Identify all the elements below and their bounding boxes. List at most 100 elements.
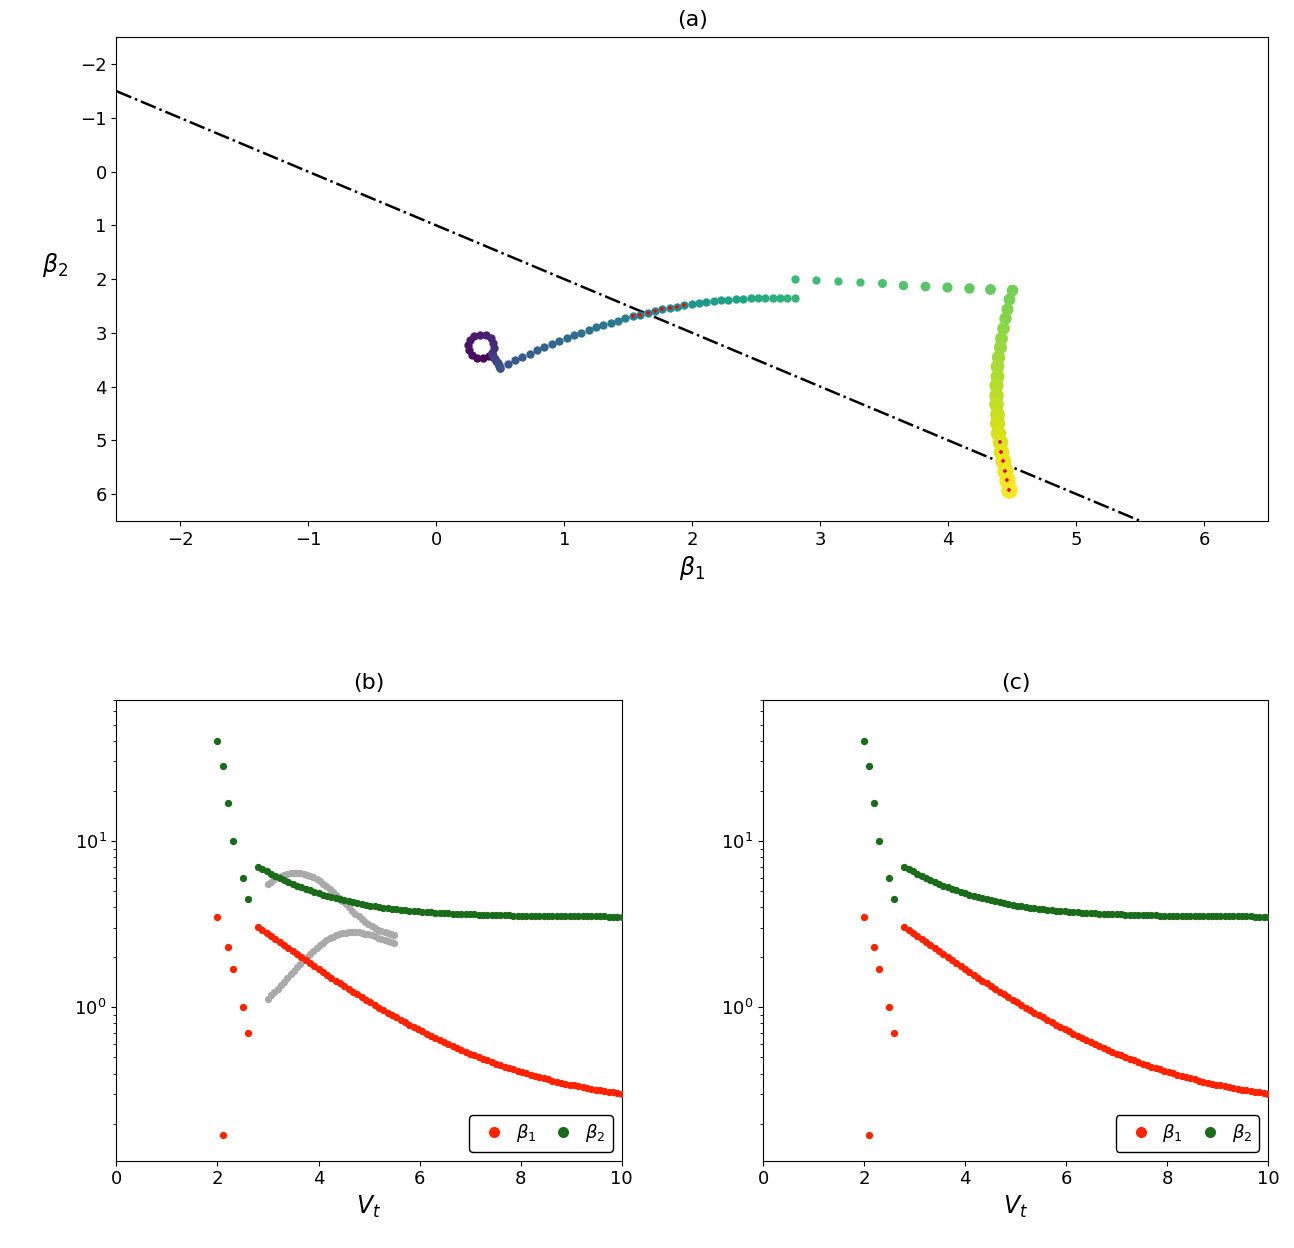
Point: [485, 349, 506, 369]
Point: [999, 290, 1020, 310]
Point: [290, 953, 311, 973]
Point: [1011, 995, 1031, 1015]
Point: [524, 906, 545, 926]
Point: [347, 985, 367, 1005]
Point: [404, 901, 424, 921]
Point: [1258, 1083, 1278, 1103]
Point: [487, 352, 507, 372]
Point: [291, 877, 312, 897]
Point: [291, 947, 312, 967]
Point: [273, 870, 294, 890]
Point: [233, 867, 254, 887]
Point: [303, 941, 324, 961]
Point: [320, 879, 340, 899]
Point: [207, 907, 228, 927]
Point: [237, 1023, 258, 1043]
Point: [666, 297, 687, 317]
Point: [1024, 899, 1044, 919]
Point: [1249, 906, 1269, 926]
Point: [378, 899, 399, 919]
Point: [659, 298, 679, 318]
Point: [300, 943, 321, 963]
Legend: $\beta_1$, $\beta_2$: $\beta_1$, $\beta_2$: [1115, 1116, 1259, 1152]
Point: [1206, 906, 1227, 926]
Point: [1223, 1078, 1244, 1098]
Point: [408, 901, 428, 921]
Point: [339, 978, 360, 998]
Y-axis label: $\beta_2$: $\beta_2$: [43, 251, 69, 280]
Point: [987, 413, 1008, 433]
Point: [452, 904, 472, 924]
Point: [992, 452, 1013, 472]
Point: [972, 889, 992, 909]
Point: [343, 982, 364, 1002]
Point: [1046, 901, 1066, 921]
Point: [950, 882, 970, 902]
Point: [1236, 906, 1256, 926]
Point: [546, 906, 567, 926]
Point: [903, 861, 924, 881]
Point: [1071, 1028, 1092, 1048]
Point: [339, 891, 360, 911]
Point: [1071, 902, 1092, 922]
Point: [884, 1023, 905, 1043]
Point: [308, 960, 329, 980]
Point: [408, 1020, 428, 1040]
Point: [326, 885, 347, 905]
Point: [421, 1026, 441, 1046]
Point: [300, 866, 321, 886]
Point: [1254, 1083, 1275, 1103]
Point: [371, 921, 392, 941]
Point: [950, 956, 970, 976]
Point: [467, 348, 488, 368]
Point: [268, 978, 289, 998]
Point: [313, 932, 334, 952]
Point: [1241, 906, 1262, 926]
Point: [475, 326, 496, 346]
Point: [1232, 1080, 1253, 1099]
Point: [511, 1062, 532, 1082]
Point: [933, 876, 954, 896]
Point: [433, 1032, 454, 1052]
Point: [252, 859, 273, 879]
Point: [998, 987, 1018, 1007]
Point: [462, 344, 483, 364]
Point: [446, 904, 467, 924]
Point: [365, 896, 386, 916]
Point: [256, 861, 277, 881]
Point: [374, 922, 395, 942]
Point: [477, 1051, 498, 1071]
Point: [726, 290, 747, 310]
Point: [578, 319, 599, 339]
Point: [572, 906, 593, 926]
Point: [907, 926, 928, 946]
Point: [989, 432, 1009, 452]
Point: [485, 351, 506, 371]
Point: [369, 897, 389, 917]
Point: [520, 1065, 541, 1085]
Title: (a): (a): [677, 10, 708, 30]
Point: [481, 343, 502, 363]
Point: [386, 899, 406, 919]
Point: [963, 886, 983, 906]
Point: [326, 971, 347, 991]
Point: [1128, 905, 1149, 925]
Point: [644, 301, 665, 321]
Point: [498, 906, 519, 926]
Point: [871, 273, 892, 293]
Point: [268, 867, 289, 887]
Point: [439, 1035, 459, 1055]
Point: [207, 730, 228, 750]
Point: [411, 1021, 432, 1041]
Point: [483, 346, 503, 366]
Point: [1033, 1007, 1053, 1027]
Point: [784, 270, 805, 290]
Point: [1062, 1023, 1083, 1043]
Point: [212, 1126, 233, 1146]
Point: [529, 906, 550, 926]
Point: [1102, 1042, 1123, 1062]
Point: [520, 906, 541, 926]
Point: [382, 1005, 402, 1025]
Point: [1223, 906, 1244, 926]
Point: [590, 1081, 611, 1101]
